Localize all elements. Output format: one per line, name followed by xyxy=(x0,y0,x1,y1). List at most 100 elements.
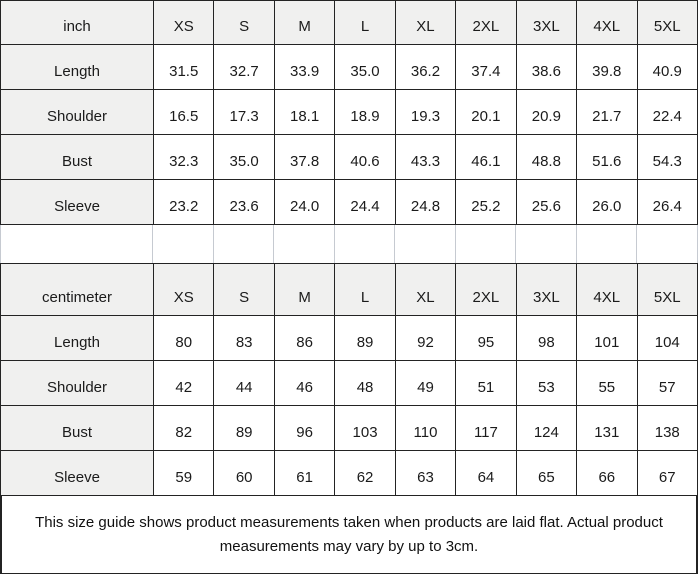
size-value-cell: 17.3 xyxy=(213,89,275,135)
size-value-cell: 138 xyxy=(636,405,698,451)
measurement-label-cell: Shoulder xyxy=(0,360,154,406)
size-value-cell: 32.3 xyxy=(152,134,215,180)
size-header-cell: 5XL xyxy=(636,0,698,45)
size-value-cell: 110 xyxy=(394,405,457,451)
measurement-note-text: This size guide shows product measuremen… xyxy=(35,514,663,555)
size-header-cell: S xyxy=(213,0,275,45)
size-value-cell: 96 xyxy=(273,405,336,451)
measurement-row: Shoulder 16.5 17.3 18.1 18.9 19.3 20.1 20.9 21.7… xyxy=(0,89,698,135)
spacer-cell xyxy=(274,225,335,263)
size-value-cell: 65 xyxy=(515,450,578,496)
size-value-cell: 89 xyxy=(334,315,396,361)
size-value-cell: 22.4 xyxy=(636,89,698,135)
size-value-cell: 55 xyxy=(576,360,638,406)
size-value-cell: 46 xyxy=(273,360,336,406)
size-header-cell: L xyxy=(334,263,396,316)
size-header-cell: XS xyxy=(152,0,215,45)
measurement-row: Length 31.5 32.7 33.9 35.0 36.2 37.4 38.6 39.8 40… xyxy=(0,44,698,90)
size-value-cell: 67 xyxy=(636,450,698,496)
size-value-cell: 95 xyxy=(455,315,517,361)
size-table-centimeter: centimeter XS S M L XL 2XL 3XL 4XL 5XL Length 80 83… xyxy=(0,263,698,496)
size-value-cell: 40.9 xyxy=(636,44,698,90)
size-table-centimeter-body: Length 80 83 86 89 92 95 98 101 104 Shoulder 42 44 46… xyxy=(0,315,698,496)
size-header-cell: 4XL xyxy=(576,0,638,45)
size-header-cell: 5XL xyxy=(636,263,698,316)
spacer-cell xyxy=(153,225,214,263)
spacer-cell xyxy=(576,225,638,263)
size-value-cell: 35.0 xyxy=(213,134,275,180)
spacer-cell xyxy=(1,225,153,263)
size-value-cell: 21.7 xyxy=(576,89,638,135)
measurement-row: Length 80 83 86 89 92 95 98 101 104 xyxy=(0,315,698,361)
measurement-label-cell: Sleeve xyxy=(0,179,154,225)
size-header-cell: M xyxy=(273,0,336,45)
spacer-cell xyxy=(637,225,698,263)
size-header-cell: 2XL xyxy=(455,263,517,316)
measurement-label-cell: Bust xyxy=(0,134,154,180)
size-value-cell: 60 xyxy=(213,450,275,496)
measurement-row: Bust 82 89 96 103 110 117 124 131 138 xyxy=(0,405,698,451)
measurement-row: Sleeve 23.2 23.6 24.0 24.4 24.8 25.2 25.6 26.0 26… xyxy=(0,179,698,225)
size-value-cell: 42 xyxy=(152,360,215,406)
size-value-cell: 32.7 xyxy=(213,44,275,90)
size-value-cell: 35.0 xyxy=(334,44,396,90)
size-value-cell: 131 xyxy=(576,405,638,451)
size-header-cell: 3XL xyxy=(515,0,578,45)
size-header-cell: 2XL xyxy=(455,0,517,45)
table-spacer-row xyxy=(0,225,698,263)
size-table-inch: inch XS S M L XL 2XL 3XL 4XL 5XL Length 31.5 32.7 33… xyxy=(0,0,698,225)
size-value-cell: 33.9 xyxy=(273,44,336,90)
measurement-row: Sleeve 59 60 61 62 63 64 65 66 67 xyxy=(0,450,698,496)
size-value-cell: 26.0 xyxy=(576,179,638,225)
size-value-cell: 63 xyxy=(394,450,457,496)
spacer-cell xyxy=(516,225,577,263)
size-value-cell: 51.6 xyxy=(576,134,638,180)
size-value-cell: 36.2 xyxy=(394,44,457,90)
size-value-cell: 117 xyxy=(455,405,517,451)
spacer-cell xyxy=(455,225,517,263)
measurement-label-cell: Length xyxy=(0,44,154,90)
size-value-cell: 24.0 xyxy=(273,179,336,225)
size-value-cell: 104 xyxy=(636,315,698,361)
size-value-cell: 48 xyxy=(334,360,396,406)
size-value-cell: 89 xyxy=(213,405,275,451)
size-value-cell: 16.5 xyxy=(152,89,215,135)
size-value-cell: 80 xyxy=(152,315,215,361)
size-table-centimeter-header: centimeter XS S M L XL 2XL 3XL 4XL 5XL xyxy=(0,263,698,316)
size-value-cell: 23.2 xyxy=(152,179,215,225)
measurement-note-box: This size guide shows product measuremen… xyxy=(0,496,698,574)
size-value-cell: 40.6 xyxy=(334,134,396,180)
size-value-cell: 86 xyxy=(273,315,336,361)
size-value-cell: 66 xyxy=(576,450,638,496)
size-value-cell: 38.6 xyxy=(515,44,578,90)
size-value-cell: 54.3 xyxy=(636,134,698,180)
size-value-cell: 20.1 xyxy=(455,89,517,135)
size-value-cell: 31.5 xyxy=(152,44,215,90)
size-value-cell: 24.4 xyxy=(334,179,396,225)
size-header-cell: XL xyxy=(394,263,457,316)
size-value-cell: 103 xyxy=(334,405,396,451)
size-value-cell: 64 xyxy=(455,450,517,496)
header-row: centimeter XS S M L XL 2XL 3XL 4XL 5XL xyxy=(0,263,698,316)
size-header-cell: M xyxy=(273,263,336,316)
size-value-cell: 23.6 xyxy=(213,179,275,225)
size-value-cell: 18.9 xyxy=(334,89,396,135)
spacer-cell xyxy=(213,225,275,263)
size-header-cell: L xyxy=(334,0,396,45)
size-table-inch-header: inch XS S M L XL 2XL 3XL 4XL 5XL xyxy=(0,0,698,45)
size-header-cell: S xyxy=(213,263,275,316)
header-row: inch XS S M L XL 2XL 3XL 4XL 5XL xyxy=(0,0,698,45)
size-value-cell: 53 xyxy=(515,360,578,406)
size-value-cell: 61 xyxy=(273,450,336,496)
size-value-cell: 83 xyxy=(213,315,275,361)
size-value-cell: 124 xyxy=(515,405,578,451)
size-value-cell: 62 xyxy=(334,450,396,496)
size-value-cell: 44 xyxy=(213,360,275,406)
size-header-cell: XL xyxy=(394,0,457,45)
size-value-cell: 24.8 xyxy=(394,179,457,225)
measurement-row: Shoulder 42 44 46 48 49 51 53 55 57 xyxy=(0,360,698,406)
size-value-cell: 59 xyxy=(152,450,215,496)
size-value-cell: 51 xyxy=(455,360,517,406)
size-value-cell: 101 xyxy=(576,315,638,361)
